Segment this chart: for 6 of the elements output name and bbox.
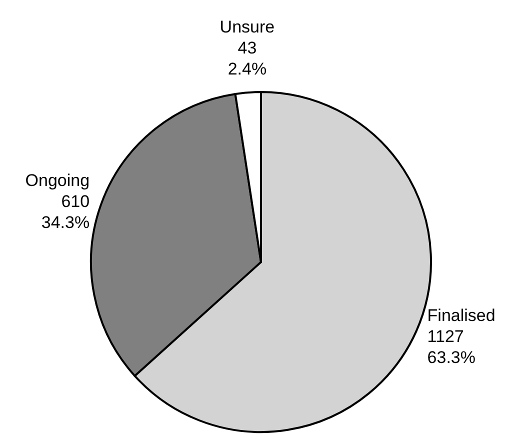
slice-label: Finalised: [427, 306, 496, 325]
data-label: 610 34.3%: [41, 192, 90, 232]
slice-label: Unsure: [220, 18, 275, 37]
slice-label: Ongoing: [25, 170, 90, 190]
data-label: 1127 63.3%: [427, 326, 476, 367]
data-label: 43 2.4%: [228, 38, 267, 79]
